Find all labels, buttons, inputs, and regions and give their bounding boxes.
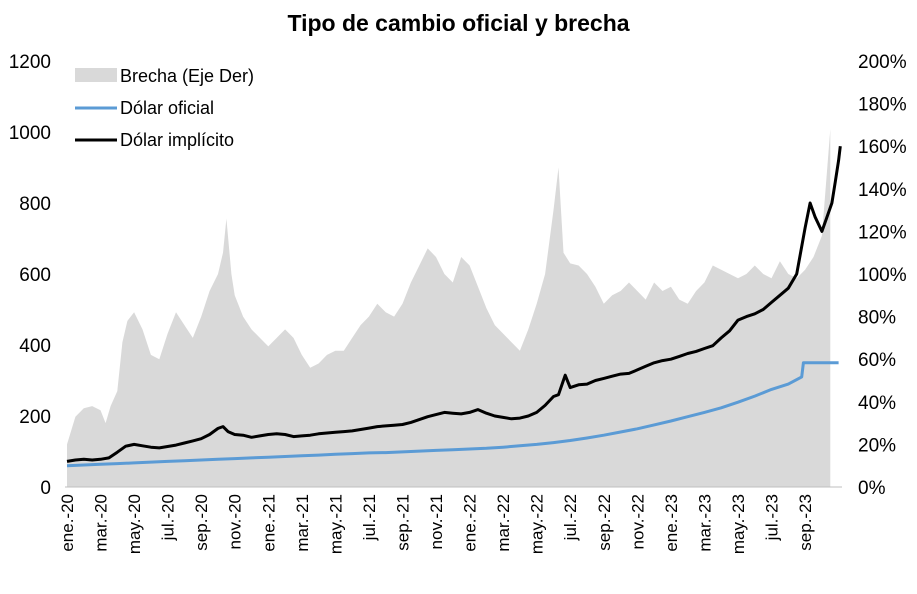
series-line-dolar-implicito xyxy=(66,146,842,463)
y2-tick-label: 20% xyxy=(858,435,896,456)
x-tick-label: sep.-23 xyxy=(796,494,815,551)
y-tick-label: 200 xyxy=(19,407,51,428)
legend-label-implicito: Dólar implícito xyxy=(120,130,234,150)
dolar-oficial-line-group xyxy=(66,361,839,468)
right-axis-ticks: 0% 20% 40% 60% 80% 100% 120% 140% 160% 180% 200% xyxy=(858,52,907,499)
brecha-area-group xyxy=(67,129,831,487)
x-tick-label: may.-21 xyxy=(326,494,345,554)
legend-swatch-brecha xyxy=(75,68,117,82)
y2-tick-label: 60% xyxy=(858,350,896,371)
series-line-dolar-oficial xyxy=(66,361,839,468)
y2-tick-label: 200% xyxy=(858,52,907,73)
x-tick-label: may.-20 xyxy=(125,494,144,554)
x-tick-label: mar.-20 xyxy=(92,494,111,552)
chart-title: Tipo de cambio oficial y brecha xyxy=(287,10,630,36)
legend-label-oficial: Dólar oficial xyxy=(120,98,214,118)
x-tick-label: may.-23 xyxy=(729,494,748,554)
y2-tick-label: 140% xyxy=(858,180,907,201)
x-tick-label: ene.-22 xyxy=(461,494,480,552)
y2-tick-label: 160% xyxy=(858,137,907,158)
x-tick-label: jul.-22 xyxy=(561,494,580,541)
x-axis-ticks: ene.-20 mar.-20 may.-20 jul.-20 sep.-20 nov.-… xyxy=(58,494,815,554)
dolar-implicito-line-group xyxy=(66,146,842,463)
x-tick-label: nov.-20 xyxy=(226,494,245,549)
y2-tick-label: 40% xyxy=(858,393,896,414)
series-area-brecha xyxy=(67,129,831,487)
x-tick-label: jul.-23 xyxy=(763,494,782,541)
left-axis-ticks: 0 200 400 600 800 1000 1200 xyxy=(9,52,51,499)
y-tick-label: 400 xyxy=(19,336,51,357)
x-tick-label: nov.-22 xyxy=(628,494,647,549)
x-tick-label: sep.-21 xyxy=(393,494,412,551)
x-tick-label: jul.-21 xyxy=(360,494,379,541)
x-tick-label: may.-22 xyxy=(528,494,547,554)
legend-label-brecha: Brecha (Eje Der) xyxy=(120,66,254,86)
x-tick-label: ene.-21 xyxy=(259,494,278,552)
x-tick-label: mar.-23 xyxy=(695,494,714,552)
x-tick-label: mar.-21 xyxy=(293,494,312,552)
y-tick-label: 1200 xyxy=(9,52,51,73)
x-tick-label: jul.-20 xyxy=(159,494,178,541)
y2-tick-label: 80% xyxy=(858,308,896,329)
y2-tick-label: 180% xyxy=(858,95,907,116)
x-tick-label: mar.-22 xyxy=(494,494,513,552)
legend: Brecha (Eje Der) Dólar oficial Dólar imp… xyxy=(75,66,254,150)
y2-tick-label: 0% xyxy=(858,478,886,499)
x-tick-label: ene.-20 xyxy=(58,494,77,552)
x-tick-label: sep.-20 xyxy=(192,494,211,551)
y2-tick-label: 120% xyxy=(858,222,907,243)
x-tick-label: nov.-21 xyxy=(427,494,446,549)
y-tick-label: 1000 xyxy=(9,123,51,144)
x-tick-label: sep.-22 xyxy=(595,494,614,551)
y-tick-label: 800 xyxy=(19,194,51,215)
y2-tick-label: 100% xyxy=(858,265,907,286)
x-tick-label: ene.-23 xyxy=(662,494,681,552)
y-tick-label: 600 xyxy=(19,265,51,286)
y-tick-label: 0 xyxy=(40,478,51,499)
